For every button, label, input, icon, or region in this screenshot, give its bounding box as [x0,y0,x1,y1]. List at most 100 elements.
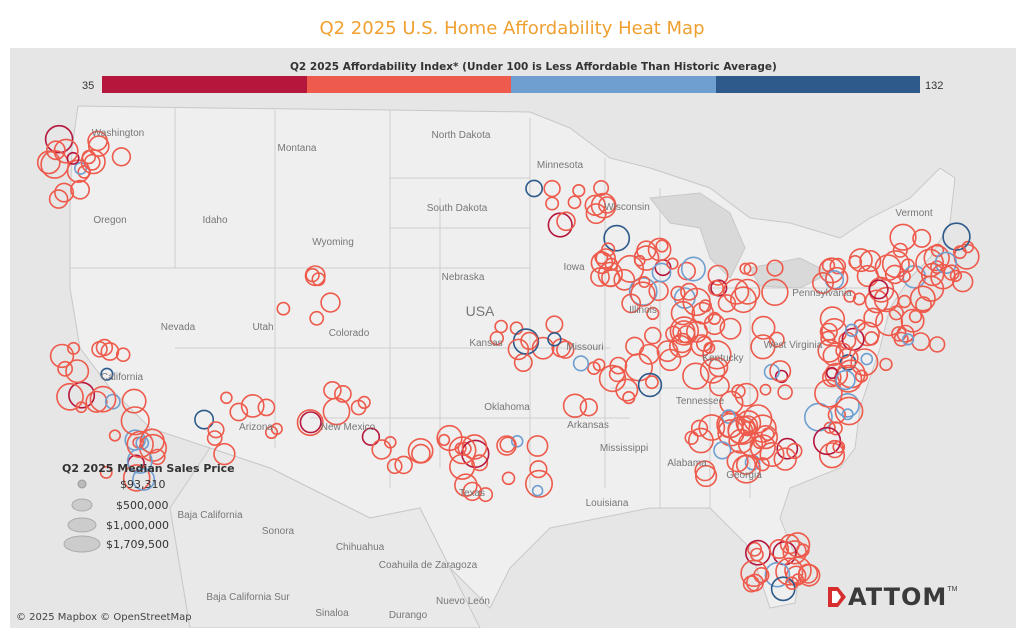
city-marker[interactable] [909,285,936,312]
city-marker[interactable] [229,402,249,422]
city-marker[interactable] [818,442,846,469]
city-marker[interactable] [702,340,732,370]
city-marker[interactable] [572,355,590,372]
city-marker[interactable] [774,369,789,384]
city-marker[interactable] [825,266,849,291]
city-marker[interactable] [601,242,616,257]
city-marker[interactable] [915,296,932,314]
city-marker[interactable] [299,411,322,434]
city-marker[interactable] [951,271,974,293]
city-marker[interactable] [139,433,168,462]
city-marker[interactable] [811,272,834,295]
city-marker[interactable] [594,250,609,265]
city-marker[interactable] [786,442,803,460]
city-marker[interactable] [48,189,69,209]
city-marker[interactable] [680,282,699,301]
city-marker[interactable] [66,341,80,355]
city-marker[interactable] [462,481,482,502]
city-marker[interactable] [556,340,575,359]
city-marker[interactable] [915,248,945,278]
map-svg[interactable]: Washington Oregon Idaho Montana Wyoming Nevad… [10,48,1016,628]
city-marker[interactable] [547,212,573,238]
city-marker[interactable] [897,294,912,309]
city-marker[interactable] [822,344,844,367]
city-marker[interactable] [206,430,223,446]
city-marker[interactable] [827,405,846,424]
city-marker[interactable] [819,306,846,332]
city-marker[interactable] [88,135,110,157]
city-marker[interactable] [912,228,932,248]
city-marker[interactable] [769,360,792,383]
city-marker[interactable] [923,244,950,272]
city-marker[interactable] [85,390,108,413]
city-marker[interactable] [556,211,576,232]
city-marker[interactable] [775,557,804,586]
city-marker[interactable] [115,347,131,363]
city-marker[interactable] [66,151,80,165]
city-marker[interactable] [311,272,326,287]
city-marker[interactable] [645,375,659,390]
city-marker[interactable] [545,196,560,211]
city-marker[interactable] [333,384,352,403]
map-canvas[interactable]: Washington Oregon Idaho Montana Wyoming Nevad… [10,48,1016,628]
city-marker[interactable] [454,473,478,498]
city-marker[interactable] [139,428,165,454]
city-marker[interactable] [797,563,821,587]
city-marker[interactable] [436,424,463,452]
city-marker[interactable] [755,457,770,472]
city-marker[interactable] [834,396,864,426]
city-marker[interactable] [597,261,623,287]
city-marker[interactable] [690,419,709,437]
city-marker[interactable] [735,454,757,476]
city-marker[interactable] [698,414,726,441]
city-marker[interactable] [670,285,686,301]
city-marker[interactable] [710,279,728,297]
city-marker[interactable] [149,448,166,466]
city-marker[interactable] [748,414,777,443]
city-marker[interactable] [584,194,606,217]
city-marker[interactable] [108,429,121,442]
city-marker[interactable] [616,254,645,283]
city-marker[interactable] [121,388,147,414]
city-marker[interactable] [953,245,967,260]
city-marker[interactable] [753,425,779,450]
city-marker[interactable] [694,464,718,488]
city-marker[interactable] [56,382,84,411]
city-marker[interactable] [703,313,726,336]
city-marker[interactable] [889,223,917,251]
city-marker[interactable] [478,487,494,503]
city-marker[interactable] [240,393,265,418]
city-marker[interactable] [742,575,761,593]
city-marker[interactable] [698,299,713,313]
city-marker[interactable] [407,437,434,464]
city-marker[interactable] [510,434,524,448]
city-marker[interactable] [839,354,857,371]
city-marker[interactable] [100,342,120,361]
city-marker[interactable] [920,262,945,287]
city-marker[interactable] [726,450,749,473]
city-marker[interactable] [547,332,562,347]
city-marker[interactable] [824,362,849,387]
city-marker[interactable] [207,421,225,439]
city-marker[interactable] [394,455,413,475]
city-marker[interactable] [837,347,859,369]
city-marker[interactable] [717,419,745,447]
city-marker[interactable] [323,380,342,400]
city-markers[interactable] [36,124,980,602]
city-marker[interactable] [655,239,669,253]
city-marker[interactable] [80,149,106,175]
city-marker[interactable] [587,361,601,376]
city-marker[interactable] [499,436,516,453]
city-marker[interactable] [57,360,73,377]
city-marker[interactable] [759,441,785,467]
city-marker[interactable] [122,464,151,492]
city-marker[interactable] [646,306,660,321]
city-marker[interactable] [593,180,610,197]
city-marker[interactable] [854,369,869,383]
city-marker[interactable] [68,381,96,409]
city-marker[interactable] [717,294,737,313]
city-marker[interactable] [721,409,736,424]
city-marker[interactable] [769,538,790,559]
city-marker[interactable] [670,300,696,326]
city-marker[interactable] [677,261,697,281]
